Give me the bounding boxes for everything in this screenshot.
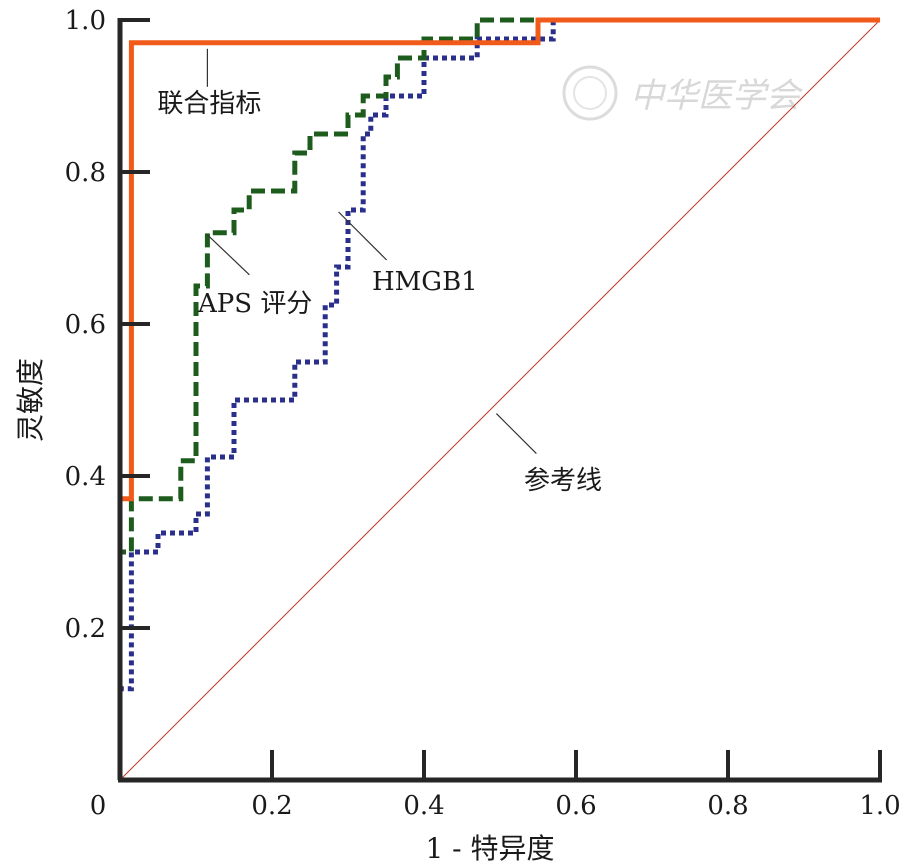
plot-area [117, 17, 881, 781]
annotation-leader [495, 413, 537, 455]
watermark-seal-inner-icon [573, 76, 607, 110]
x-tick-label: 0.4 [403, 791, 444, 821]
watermark-text: 中华医学会 [630, 76, 804, 116]
watermark-seal-icon [562, 65, 618, 121]
annotation-leader [206, 234, 250, 276]
annotations: 联合指标 APS 评分 HMGB1 参考线 [157, 48, 602, 496]
x-tick-label: 0 [90, 791, 107, 821]
x-tick-label: 1.0 [859, 791, 900, 821]
series-line-1 [117, 17, 880, 780]
annotation-leader [338, 211, 388, 261]
x-tick-label: 0.8 [707, 791, 748, 821]
x-tick-label: 0.2 [251, 791, 292, 821]
y-tick-label: 0.8 [65, 158, 106, 188]
series-line-3 [119, 19, 881, 781]
y-tick-label: 1.0 [65, 6, 106, 36]
x-tick-label: 0.6 [555, 791, 596, 821]
x-axis-title: 1 - 特异度 [425, 832, 554, 865]
watermark: 中华医学会 [562, 65, 804, 121]
y-tick-label: 0.4 [65, 462, 106, 492]
y-tick-label: 0.6 [65, 310, 106, 340]
annotation-label: HMGB1 [372, 267, 478, 297]
y-tick-label: 0.2 [65, 614, 106, 644]
annotation-label: 联合指标 [157, 89, 261, 119]
annotation-label: APS 评分 [197, 289, 312, 319]
annotation-label: 参考线 [524, 466, 602, 496]
axes: 0.2 0.4 0.6 0.8 1.0 0 0.2 0.4 0.6 0.8 1.0 [65, 6, 901, 821]
y-axis-title: 灵敏度 [14, 358, 47, 442]
